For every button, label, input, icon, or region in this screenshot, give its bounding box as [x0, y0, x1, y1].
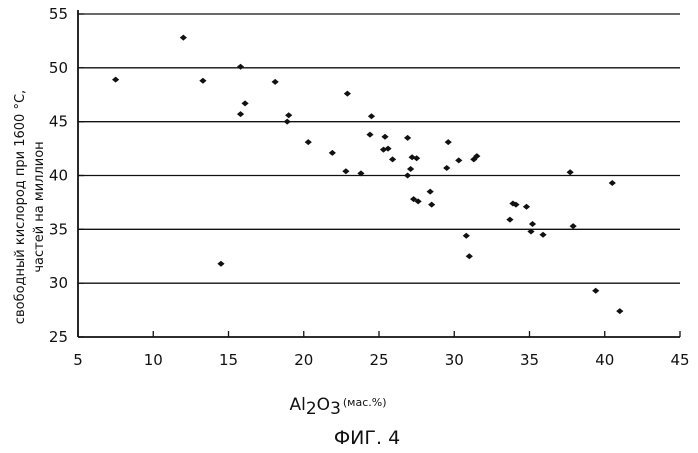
- grid-lines: [78, 14, 680, 283]
- data-point-16: [368, 113, 375, 119]
- y-axis-label-line1: свободный кислород при 1600 °С,: [13, 90, 28, 324]
- data-point-9: [285, 112, 292, 118]
- data-point-47: [592, 288, 599, 294]
- data-point-48: [609, 180, 616, 186]
- axes: [78, 10, 680, 337]
- x-axis-label-mid: O: [317, 395, 330, 415]
- data-point-3: [199, 78, 206, 84]
- data-point-40: [523, 204, 530, 210]
- data-point-17: [366, 132, 373, 138]
- data-point-7: [237, 111, 244, 117]
- y-tick-label-50: 50: [49, 59, 68, 77]
- x-axis-label-sub2: 3: [330, 399, 341, 419]
- x-tick-label-20: 20: [294, 351, 313, 369]
- data-point-5: [237, 64, 244, 70]
- y-tick-label-35: 35: [49, 220, 68, 238]
- data-point-1: [112, 77, 119, 83]
- y-axis-label-line2: частей на миллион: [32, 141, 47, 272]
- x-axis-label-units: (мас.%): [343, 396, 387, 409]
- y-tick-label-25: 25: [49, 328, 68, 346]
- data-point-6: [241, 100, 248, 106]
- x-tick-labels: 5 10 15 20 25 30 35 40 45: [73, 351, 689, 369]
- x-tick-label-45: 45: [670, 351, 689, 369]
- figure-caption: ФИГ. 4: [334, 427, 400, 449]
- data-point-45: [567, 169, 574, 175]
- x-tick-label-15: 15: [219, 351, 238, 369]
- data-point-25: [407, 166, 414, 172]
- y-tick-label-40: 40: [49, 167, 68, 185]
- data-point-41: [506, 217, 513, 223]
- x-axis-label-sub1: 2: [306, 399, 317, 419]
- y-tick-label-30: 30: [49, 274, 68, 292]
- x-tick-label-40: 40: [595, 351, 614, 369]
- data-point-49: [616, 308, 623, 314]
- data-point-44: [539, 232, 546, 238]
- data-point-21: [389, 156, 396, 162]
- data-point-11: [305, 139, 312, 145]
- data-point-8: [272, 79, 279, 85]
- data-point-10: [284, 119, 291, 125]
- data-point-33: [455, 157, 462, 163]
- data-point-32: [443, 165, 450, 171]
- data-point-4: [217, 261, 224, 267]
- data-points: [112, 35, 623, 314]
- x-axis-label: Al2O3(мас.%): [289, 395, 386, 419]
- x-tick-label-5: 5: [73, 351, 83, 369]
- y-tick-labels: 25 30 35 40 45 50 55: [49, 5, 68, 346]
- data-point-31: [445, 139, 452, 145]
- data-point-13: [344, 91, 351, 97]
- x-axis-label-main: Al: [289, 395, 305, 415]
- data-point-29: [427, 189, 434, 195]
- data-point-36: [463, 233, 470, 239]
- y-tick-label-55: 55: [49, 5, 68, 23]
- x-tick-label-30: 30: [445, 351, 464, 369]
- data-point-22: [404, 135, 411, 141]
- data-point-12: [329, 150, 336, 156]
- data-point-26: [404, 173, 411, 179]
- x-tick-label-10: 10: [144, 351, 163, 369]
- data-point-46: [570, 223, 577, 229]
- data-point-2: [180, 35, 187, 41]
- y-tick-label-45: 45: [49, 113, 68, 131]
- x-tick-label-35: 35: [520, 351, 539, 369]
- data-point-42: [529, 221, 536, 227]
- data-point-14: [342, 168, 349, 174]
- data-point-18: [381, 134, 388, 140]
- x-tick-label-25: 25: [369, 351, 388, 369]
- data-point-30: [428, 202, 435, 208]
- data-point-37: [466, 253, 473, 259]
